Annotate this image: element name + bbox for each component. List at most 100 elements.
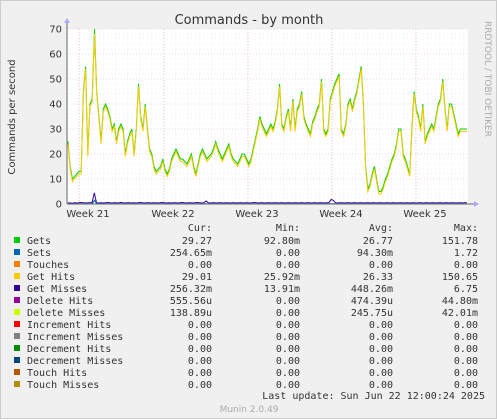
legend-value: 42.01m bbox=[442, 308, 478, 319]
legend-value: 0.00 bbox=[454, 344, 478, 355]
legend-value: 0.00 bbox=[276, 368, 300, 379]
y-tick-label: 30 bbox=[49, 125, 62, 136]
legend-value: 0.00 bbox=[454, 356, 478, 367]
legend-value: 6.75 bbox=[454, 284, 478, 295]
legend-value: 29.01 bbox=[182, 272, 212, 283]
legend-name: Gets bbox=[27, 236, 51, 247]
x-tick-label: Week 21 bbox=[66, 209, 109, 220]
y-tick-labels: 0 10 20 30 40 50 60 70 bbox=[49, 25, 62, 211]
legend-value: 1.72 bbox=[454, 248, 478, 259]
legend-value: 245.75u bbox=[351, 308, 393, 319]
legend-name: Delete Misses bbox=[27, 308, 105, 319]
legend-value: 474.39u bbox=[351, 296, 393, 307]
x-tick-label: Week 24 bbox=[319, 209, 362, 220]
legend-header: Max: bbox=[454, 223, 478, 234]
legend-value: 448.26m bbox=[351, 284, 393, 295]
series-line-get-misses bbox=[67, 192, 467, 204]
legend-swatch bbox=[14, 333, 20, 339]
legend-swatch bbox=[14, 369, 20, 375]
x-axis-arrow bbox=[474, 201, 479, 207]
legend-value: 0.00 bbox=[188, 332, 212, 343]
legend-swatch bbox=[14, 273, 20, 279]
legend-value: 0.00 bbox=[369, 368, 393, 379]
legend-value: 94.30m bbox=[357, 248, 393, 259]
legend-header: Cur: bbox=[188, 223, 212, 234]
y-axis-label: Commands per second bbox=[7, 59, 18, 174]
series-line-get-hits bbox=[67, 33, 467, 195]
legend-name: Decrement Misses bbox=[27, 356, 123, 367]
legend: Cur: Min: Avg: Max: Gets 29.27 92.80m 26.77 151.… bbox=[14, 223, 478, 391]
y-tick-label: 20 bbox=[49, 150, 62, 161]
legend-value: 0.00 bbox=[276, 320, 300, 331]
legend-value: 0.00 bbox=[188, 260, 212, 271]
legend-value: 555.56u bbox=[170, 296, 212, 307]
legend-swatch bbox=[14, 249, 20, 255]
legend-value: 0.00 bbox=[369, 260, 393, 271]
legend-value: 0.00 bbox=[188, 356, 212, 367]
y-tick-label: 60 bbox=[49, 50, 62, 61]
legend-name: Decrement Hits bbox=[27, 344, 111, 355]
legend-value: 26.77 bbox=[363, 236, 393, 247]
legend-value: 0.00 bbox=[454, 332, 478, 343]
rrdtool-watermark: RRDTOOL / TOBI OETIKER bbox=[482, 21, 492, 137]
legend-header: Avg: bbox=[369, 223, 393, 234]
legend-name: Touch Hits bbox=[27, 368, 87, 379]
legend-value: 0.00 bbox=[454, 320, 478, 331]
legend-value: 0.00 bbox=[369, 356, 393, 367]
plot-area bbox=[67, 29, 468, 204]
legend-value: 0.00 bbox=[454, 260, 478, 271]
legend-value: 0.00 bbox=[276, 308, 300, 319]
y-tick-label: 50 bbox=[49, 75, 62, 86]
legend-name: Increment Misses bbox=[27, 332, 123, 343]
x-tick-label: Week 25 bbox=[403, 209, 446, 220]
legend-value: 13.91m bbox=[264, 284, 300, 295]
legend-value: 92.80m bbox=[264, 236, 300, 247]
legend-value: 0.00 bbox=[276, 344, 300, 355]
legend-value: 150.65 bbox=[442, 272, 478, 283]
legend-swatch bbox=[14, 345, 20, 351]
legend-swatch bbox=[14, 237, 20, 243]
legend-value: 0.00 bbox=[188, 320, 212, 331]
legend-name: Get Hits bbox=[27, 272, 75, 283]
legend-name: Touches bbox=[27, 260, 69, 271]
legend-value: 0.00 bbox=[188, 344, 212, 355]
legend-value: 0.00 bbox=[276, 296, 300, 307]
x-tick-labels: Week 21 Week 22 Week 23 Week 24 Week 25 bbox=[66, 209, 446, 220]
legend-value: 0.00 bbox=[454, 368, 478, 379]
legend-name: Sets bbox=[27, 248, 51, 259]
grid-lines bbox=[67, 28, 468, 205]
legend-value: 0.00 bbox=[276, 332, 300, 343]
y-tick-label: 40 bbox=[49, 100, 62, 111]
y-axis-arrow bbox=[64, 18, 70, 23]
legend-value: 44.80m bbox=[442, 296, 478, 307]
legend-value: 26.33 bbox=[363, 272, 393, 283]
legend-swatch bbox=[14, 285, 20, 291]
y-tick-label: 70 bbox=[49, 25, 62, 36]
legend-value: 151.78 bbox=[442, 236, 478, 247]
chart-title: Commands - by month bbox=[175, 13, 324, 28]
legend-value: 29.27 bbox=[182, 236, 212, 247]
legend-name: Touch Misses bbox=[27, 380, 99, 391]
legend-swatch bbox=[14, 381, 20, 387]
legend-value: 0.00 bbox=[454, 380, 478, 391]
legend-value: 0.00 bbox=[188, 368, 212, 379]
legend-header: Min: bbox=[276, 223, 300, 234]
last-update: Last update: Sun Jun 22 12:00:24 2025 bbox=[262, 391, 485, 402]
legend-swatch bbox=[14, 321, 20, 327]
legend-value: 0.00 bbox=[276, 260, 300, 271]
legend-value: 254.65m bbox=[170, 248, 212, 259]
legend-name: Delete Hits bbox=[27, 296, 93, 307]
x-tick-label: Week 23 bbox=[235, 209, 278, 220]
legend-value: 0.00 bbox=[369, 380, 393, 391]
legend-swatch bbox=[14, 357, 20, 363]
munin-version: Munin 2.0.49 bbox=[220, 405, 279, 415]
legend-swatch bbox=[14, 297, 20, 303]
legend-value: 0.00 bbox=[369, 344, 393, 355]
legend-value: 0.00 bbox=[276, 248, 300, 259]
legend-swatch bbox=[14, 309, 20, 315]
axes bbox=[64, 18, 479, 207]
legend-value: 256.32m bbox=[170, 284, 212, 295]
legend-name: Get Misses bbox=[27, 284, 87, 295]
